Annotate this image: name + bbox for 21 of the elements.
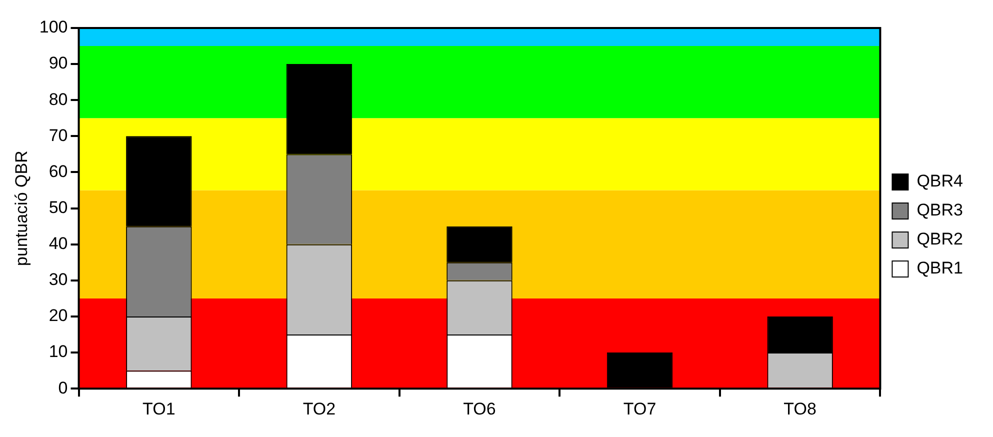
y-tick-label: 40 [48, 234, 68, 254]
legend-label: QBR2 [916, 230, 964, 249]
x-tick-label: TO1 [142, 399, 176, 418]
y-tick-label: 90 [48, 54, 68, 73]
x-tick-label: TO6 [463, 399, 496, 418]
y-tick-label: 70 [48, 126, 68, 145]
y-axis-title: puntuació QBR [12, 150, 31, 266]
legend-label: QBR4 [916, 172, 964, 191]
y-tick-label: 30 [48, 270, 68, 290]
y-tick-label: 100 [39, 18, 68, 37]
x-tick-label: TO8 [784, 399, 816, 418]
legend-label: QBR3 [916, 200, 964, 220]
x-tick-label: TO2 [302, 399, 336, 418]
y-tick-label: 20 [48, 306, 68, 326]
y-tick-label: 10 [48, 342, 68, 362]
y-tick-label: 50 [48, 198, 68, 217]
x-tick-label: TO7 [623, 399, 656, 418]
legend-label: QBR1 [916, 258, 964, 278]
y-tick-label: 0 [58, 378, 68, 398]
y-tick-label: 60 [48, 162, 68, 181]
y-tick-label: 80 [48, 90, 68, 109]
